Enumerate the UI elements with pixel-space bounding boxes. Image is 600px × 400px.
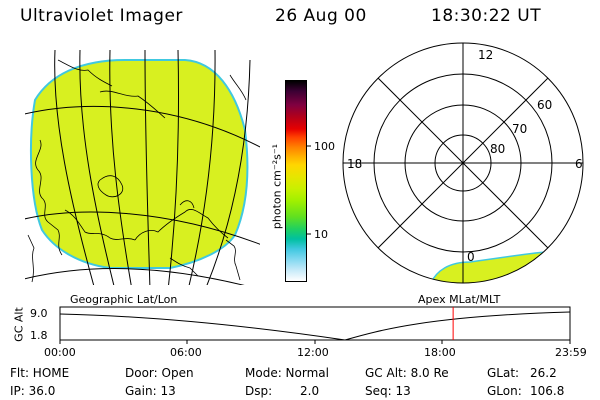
- xtick-0600: 06:00: [170, 346, 202, 359]
- mlt-label-12: 12: [478, 48, 494, 62]
- date-label: 26 Aug 00: [275, 6, 367, 26]
- xtick-1200: 12:00: [297, 346, 329, 359]
- xtick-2359: 23:59: [555, 346, 587, 359]
- status-glat-value: 26.2: [530, 366, 557, 380]
- lat-label-60: 60: [537, 98, 553, 112]
- altitude-ytick-high: 9.0: [30, 307, 48, 320]
- xtick-0000: 00:00: [44, 346, 76, 359]
- colorbar: [285, 80, 307, 282]
- altitude-curve: [59, 311, 571, 341]
- status-flt: Flt: HOME: [10, 366, 70, 380]
- mlt-label-6: 6: [575, 157, 583, 171]
- status-dsp-value: 2.0: [300, 384, 320, 398]
- mlt-label-18: 18: [347, 157, 363, 171]
- coastlines: [27, 59, 247, 283]
- geo-panel-label: Geographic Lat/Lon: [70, 293, 178, 306]
- lat-label-80: 80: [490, 142, 506, 156]
- xtick-1800: 18:00: [424, 346, 456, 359]
- time-label: 18:30:22 UT: [431, 6, 542, 26]
- status-glat-label: GLat:: [487, 366, 520, 380]
- status-seq: Seq: 13: [365, 384, 411, 398]
- status-mode: Mode: Normal: [245, 366, 329, 380]
- mlt-line-diag2: [377, 77, 549, 249]
- status-ip: IP: 36.0: [10, 384, 56, 398]
- colorbar-tick-10: 10: [314, 228, 328, 241]
- status-dsp-label: Dsp:: [245, 384, 273, 398]
- image-field: [30, 59, 249, 269]
- mlt-label-0: 0: [467, 250, 475, 264]
- status-glon-label: GLon:: [487, 384, 522, 398]
- lat-label-70: 70: [512, 122, 528, 136]
- altitude-chart-frame: [59, 306, 571, 341]
- status-gc-alt: GC Alt: 8.0 Re: [365, 366, 449, 380]
- status-door: Door: Open: [125, 366, 194, 380]
- colorbar-tick-100: 100: [314, 140, 335, 153]
- instrument-title: Ultraviolet Imager: [20, 6, 183, 26]
- status-glon-value: 106.8: [530, 384, 565, 398]
- altitude-ytick-low: 1.8: [30, 329, 48, 342]
- status-gain: Gain: 13: [125, 384, 176, 398]
- altitude-ylabel: GC Alt: [12, 307, 26, 342]
- apex-panel-label: Apex MLat/MLT: [418, 293, 501, 306]
